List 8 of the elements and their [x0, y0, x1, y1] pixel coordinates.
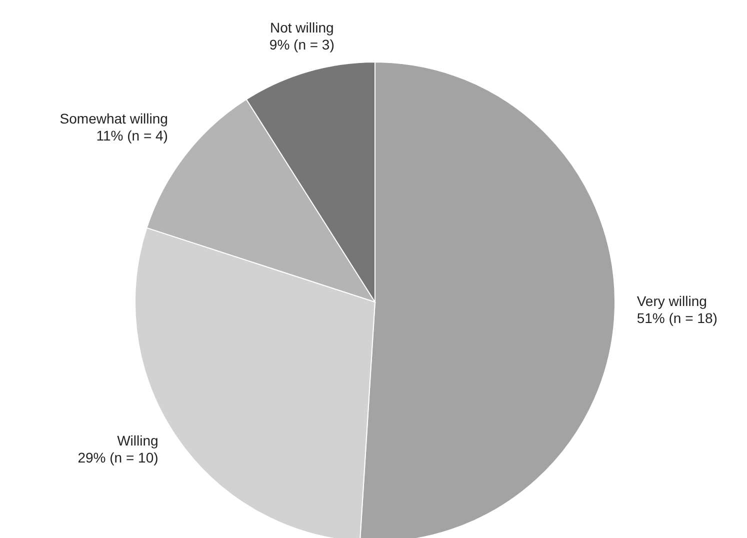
- data-label: 29% (n = 10): [78, 449, 158, 466]
- slice-label: Not willing: [270, 19, 334, 36]
- slice-label: Very willing: [636, 293, 707, 310]
- slice-label: Willing: [117, 432, 158, 448]
- data-label: 9% (n = 3): [269, 36, 334, 52]
- data-label: 11% (n = 4): [96, 127, 168, 144]
- data-label: 51% (n = 18): [636, 310, 718, 326]
- slice-label: Somewhat willing: [60, 110, 168, 126]
